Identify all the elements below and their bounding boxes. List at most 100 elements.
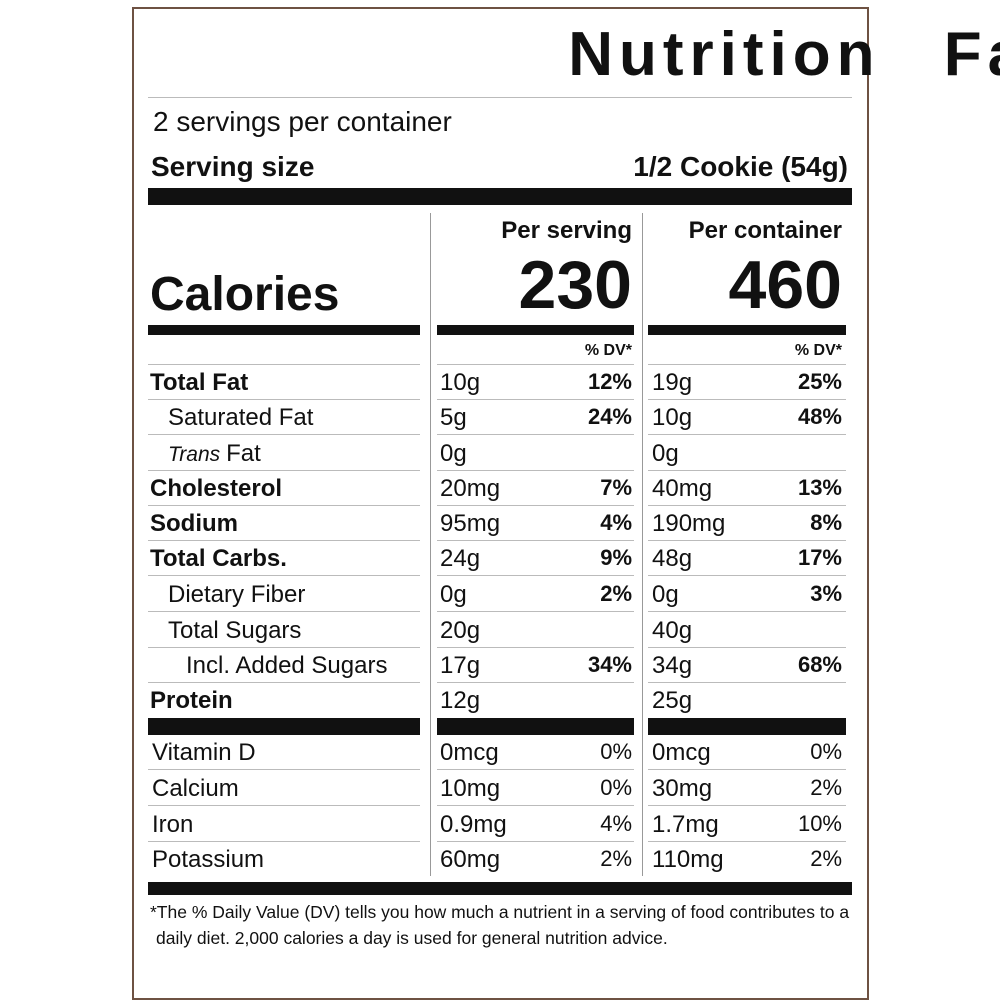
rule-bar — [437, 718, 634, 735]
nutrient-name: Calcium — [152, 774, 239, 802]
column-header: Per container — [688, 216, 842, 244]
row-line — [148, 97, 852, 98]
amount: 40g — [652, 616, 693, 644]
row-line — [148, 540, 420, 541]
calories-label: Calories — [150, 268, 340, 321]
nutrient-name: Potassium — [152, 845, 265, 873]
daily-value: 4% — [600, 811, 632, 836]
amount: 60mg — [440, 845, 501, 873]
nutrient-name: Total Fat — [150, 368, 249, 396]
nutrient-name: Total Carbs. — [150, 544, 287, 572]
amount: 10g — [652, 403, 693, 431]
daily-value: 10% — [797, 811, 842, 836]
daily-value: 17% — [797, 545, 842, 570]
amount: 17g — [440, 651, 481, 679]
daily-value: 7% — [600, 475, 632, 500]
serving-size-value: 1/2 Cookie (54g) — [633, 151, 848, 182]
row-line — [148, 647, 420, 648]
daily-value: 0% — [600, 775, 632, 800]
amount: 12g — [440, 686, 481, 714]
nutrient-name: Cholesterol — [150, 474, 283, 502]
daily-value: 68% — [797, 652, 842, 677]
amount: 0g — [652, 580, 679, 608]
amount: 0g — [440, 580, 467, 608]
row-line — [437, 470, 634, 471]
amount: 5g — [440, 403, 467, 431]
rule-bar — [648, 325, 846, 335]
nutrient-name: Iron — [152, 810, 194, 838]
row-line — [437, 434, 634, 435]
daily-value: 9% — [600, 545, 632, 570]
row-line — [437, 399, 634, 400]
amount: 190mg — [652, 509, 726, 537]
row-line — [437, 682, 634, 683]
serving-size-label: Serving size — [151, 151, 315, 182]
title: Nutrition Facts — [568, 20, 1000, 89]
row-line — [648, 841, 846, 842]
nutrient-name: Trans Fat — [168, 439, 261, 469]
daily-value: 48% — [797, 404, 842, 429]
row-line — [148, 611, 420, 612]
rule-bar — [148, 325, 420, 335]
daily-value: 0% — [600, 739, 632, 764]
daily-value: 2% — [600, 581, 632, 606]
row-line — [648, 540, 846, 541]
nutrient-name: Total Sugars — [168, 616, 302, 644]
amount: 10g — [440, 368, 481, 396]
row-line — [148, 364, 420, 365]
amount: 25g — [652, 686, 693, 714]
daily-value: 12% — [587, 369, 632, 394]
row-line — [437, 364, 634, 365]
row-line — [648, 364, 846, 365]
daily-value: 0% — [810, 739, 842, 764]
daily-value: 34% — [587, 652, 632, 677]
column-divider — [430, 213, 431, 876]
amount: 34g — [652, 651, 693, 679]
nutrient-name: Incl. Added Sugars — [186, 651, 388, 679]
nutrition-label — [132, 7, 869, 1000]
amount: 0mcg — [440, 738, 499, 766]
dv-header: % DV* — [794, 341, 842, 359]
amount: 20g — [440, 616, 481, 644]
row-line — [148, 470, 420, 471]
row-line — [648, 434, 846, 435]
row-line — [648, 611, 846, 612]
row-line — [148, 399, 420, 400]
row-line — [648, 682, 846, 683]
row-line — [437, 611, 634, 612]
amount: 0.9mg — [440, 810, 507, 838]
amount: 19g — [652, 368, 693, 396]
nutrient-name: Sodium — [150, 509, 238, 537]
daily-value: 24% — [587, 404, 632, 429]
amount: 20mg — [440, 474, 501, 502]
amount: 0g — [440, 439, 467, 467]
name-prefix: Trans — [168, 443, 221, 466]
rule-bar — [437, 325, 634, 335]
rule-bar — [148, 718, 420, 735]
amount: 48g — [652, 544, 693, 572]
name-text: Fat — [226, 440, 261, 467]
row-line — [148, 575, 420, 576]
daily-value: 3% — [810, 581, 842, 606]
row-line — [648, 805, 846, 806]
nutrient-name: Saturated Fat — [168, 403, 314, 431]
amount: 30mg — [652, 774, 713, 802]
row-line — [148, 505, 420, 506]
amount: 10mg — [440, 774, 501, 802]
daily-value: 2% — [810, 775, 842, 800]
daily-value: 2% — [810, 846, 842, 871]
amount: 24g — [440, 544, 481, 572]
row-line — [648, 647, 846, 648]
daily-value: 13% — [797, 475, 842, 500]
row-line — [148, 841, 420, 842]
row-line — [648, 399, 846, 400]
column-divider — [642, 213, 643, 876]
row-line — [648, 505, 846, 506]
rule-bar — [148, 188, 852, 205]
column-header: Per serving — [501, 216, 632, 244]
row-line — [148, 434, 420, 435]
rule-bar — [148, 882, 852, 895]
row-line — [648, 769, 846, 770]
row-line — [148, 805, 420, 806]
amount: 110mg — [652, 845, 724, 873]
